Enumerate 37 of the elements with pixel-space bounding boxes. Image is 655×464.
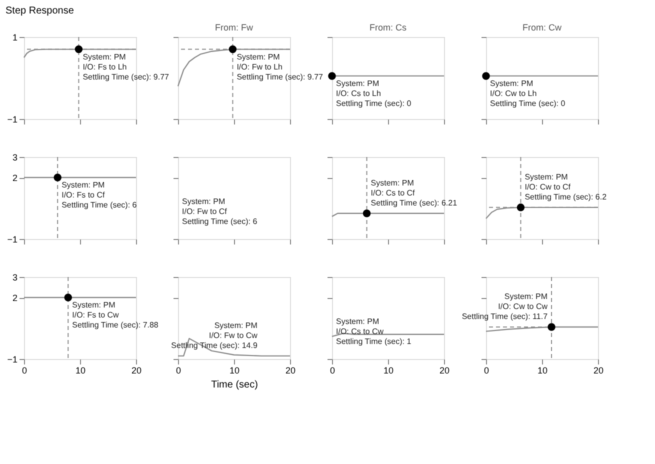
annotation: System: PM I/O: Fw to Cf Settling Time (sec): 6: [182, 197, 258, 226]
x-tick-label: 20: [285, 366, 296, 376]
annotation: System: PM I/O: Cw to Lh Settling Time (sec): 0: [490, 78, 566, 108]
annotation: System: PM I/O: Fs to Cw Settling Time (sec): 7.88: [72, 300, 159, 330]
annotation: System: PM I/O: Cs to Cw Settling Time (sec): 1: [336, 317, 412, 346]
annotation: System: PM I/O: Cs to Cf Settling Time (sec): 6.21: [370, 178, 458, 208]
x-tick-label: 20: [131, 366, 142, 376]
x-tick-label: 0: [330, 366, 336, 376]
x-tick-label: 10: [75, 366, 86, 376]
y-tick-label: 2: [12, 173, 18, 183]
annotation: System: PM I/O: Fw to Cw Settling Time (sec): 14.9: [171, 320, 258, 350]
x-tick-label: 0: [484, 366, 490, 376]
chart-subtitle: From: Fw: [215, 22, 254, 32]
x-tick-label: 0: [22, 366, 28, 376]
y-tick-label: −1: [7, 114, 18, 124]
x-axis-title: Time (sec): [211, 380, 258, 390]
annotation: System: PM I/O: Cw to Cf Settling Time (sec): 6.2: [524, 172, 608, 202]
chart-title: Step Response: [6, 6, 74, 16]
y-tick-label: 1: [12, 32, 18, 42]
y-tick-label: 3: [12, 152, 18, 162]
y-tick-label: 3: [12, 272, 18, 282]
annotation: System: PM I/O: Fs to Cf Settling Time (sec): 6: [62, 180, 138, 210]
y-tick-label: −1: [7, 354, 18, 364]
annotation: System: PM I/O: Cs to Lh Settling Time (sec): 0: [336, 78, 412, 108]
x-tick-label: 20: [593, 366, 604, 376]
x-tick-label: 0: [176, 366, 182, 376]
chart-subtitle: From: Cs: [370, 22, 407, 32]
x-tick-label: 10: [537, 366, 548, 376]
x-tick-label: 10: [383, 366, 394, 376]
y-tick-label: 2: [12, 293, 18, 303]
annotation: System: PM I/O: Fw to Lh Settling Time (sec): 9.77: [236, 52, 324, 82]
chart-subtitle: From: Cw: [522, 22, 562, 32]
annotation: System: PM I/O: Cw to Cw Settling Time (sec): 11.7: [462, 292, 548, 322]
x-tick-label: 10: [229, 366, 240, 376]
annotation: System: PM I/O: Fs to Lh Settling Time (sec): 9.77: [82, 52, 170, 82]
x-tick-label: 20: [439, 366, 450, 376]
y-tick-label: −1: [7, 234, 18, 244]
